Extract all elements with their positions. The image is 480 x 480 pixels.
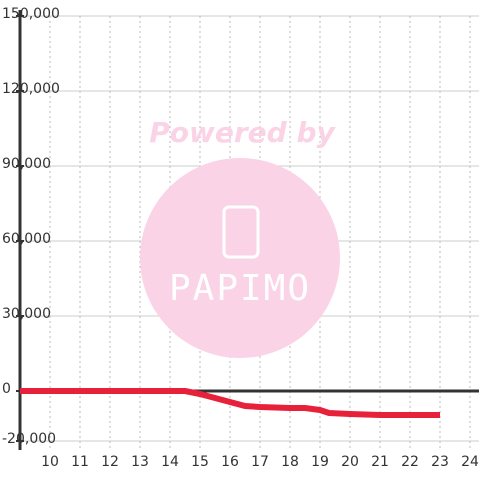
- y-tick-label: 0: [2, 381, 11, 397]
- x-tick-label: 14: [161, 454, 179, 470]
- x-tick-label: 17: [251, 454, 269, 470]
- x-tick-label: 10: [41, 454, 59, 470]
- x-tick-label: 16: [221, 454, 239, 470]
- y-tick-label: 30,000: [2, 306, 51, 322]
- y-tick-label: 60,000: [2, 231, 51, 247]
- x-tick-label: 22: [401, 454, 419, 470]
- data-line: [20, 388, 440, 418]
- y-tick-label: 150,000: [2, 6, 60, 22]
- x-tick-label: 20: [341, 454, 359, 470]
- watermark-icon: [222, 205, 260, 259]
- x-tick-label: 18: [281, 454, 299, 470]
- y-tick-label: 120,000: [2, 81, 60, 97]
- x-tick-label: 24: [461, 454, 479, 470]
- x-tick-label: 15: [191, 454, 209, 470]
- watermark-text: Powered by: [149, 116, 336, 149]
- x-tick-label: 19: [311, 454, 329, 470]
- watermark-text: PAPIMO: [169, 268, 311, 309]
- x-tick-label: 21: [371, 454, 389, 470]
- x-tick-label: 11: [71, 454, 89, 470]
- y-tick-label: 90,000: [2, 156, 51, 172]
- x-tick-label: 12: [101, 454, 119, 470]
- y-tick-label: -20,000: [2, 431, 56, 447]
- x-tick-label: 23: [431, 454, 449, 470]
- x-tick-label: 13: [131, 454, 149, 470]
